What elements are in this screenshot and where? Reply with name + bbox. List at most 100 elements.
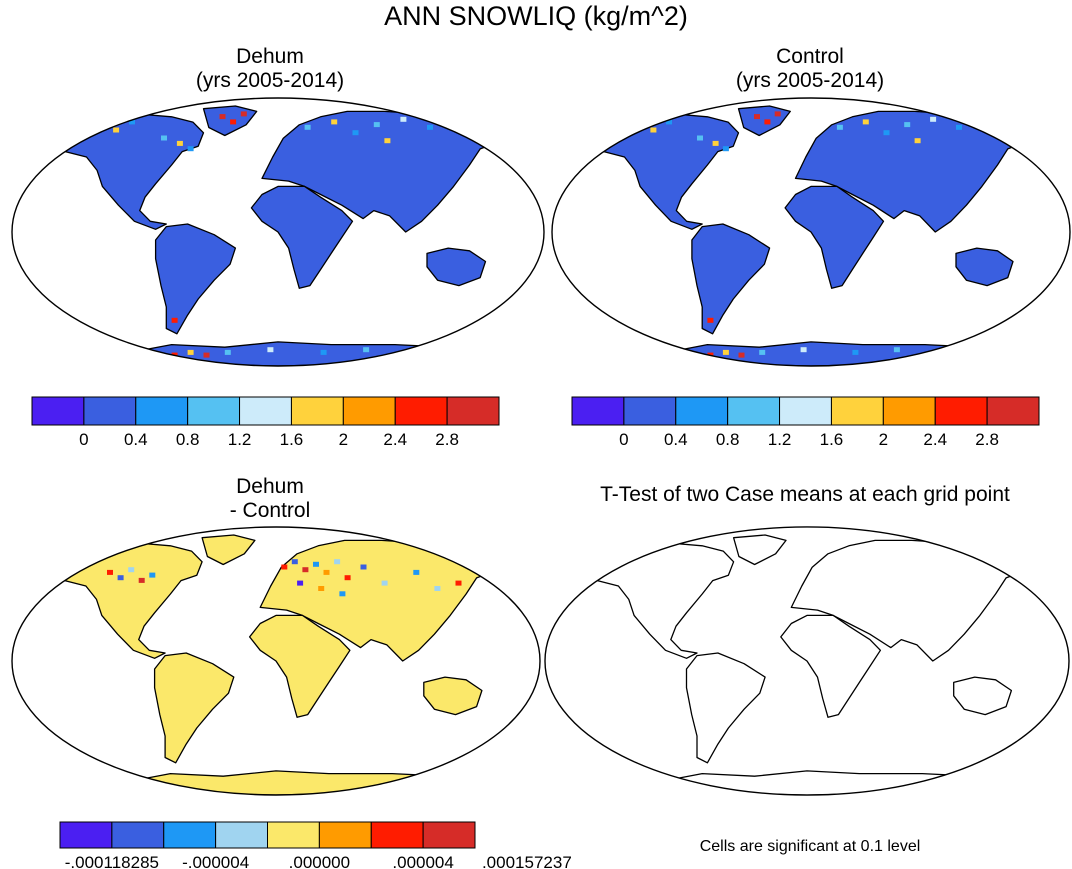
panel1-colorbar-box [83, 396, 137, 426]
panel3-grid-cell [344, 575, 351, 581]
panel1-grid-cell [219, 114, 226, 120]
panel2-grid-cell [976, 119, 983, 125]
panel3-colorbar-box [422, 821, 476, 849]
panel2-grid-cell [764, 119, 771, 125]
panel2-grid-cell [930, 116, 937, 122]
panel2-grid-cell [722, 349, 729, 355]
panel2-colorbar-box [779, 396, 832, 426]
panel3-map [11, 526, 541, 796]
panel1-grid-cell [161, 135, 167, 141]
panel3-colorbar-box [111, 821, 165, 849]
panel2-grid-cell [935, 349, 942, 355]
panel3-grid-cell [413, 569, 420, 575]
panel4-greenland-land [732, 534, 787, 566]
panel2-north-america-land [587, 113, 740, 230]
panel2-colorbar-box [623, 396, 677, 426]
panel1-colorbar-label: 1.6 [280, 430, 304, 449]
panel2-grid-cell [862, 119, 869, 125]
panel2-colorbar-box [986, 396, 1040, 426]
panel1-grid-cell [448, 119, 455, 125]
panel1-colorbar-label: 0.8 [176, 430, 200, 449]
panel1-grid-cell [129, 119, 135, 125]
panel3-colorbar-label: .000004 [392, 853, 453, 869]
panel4-australia-land [953, 676, 1013, 716]
panel3-grid-cell [128, 567, 135, 573]
panel1-grid-cell [224, 349, 231, 355]
panel1-title: Dehum [236, 45, 304, 68]
panel1-colorbar-box [290, 396, 344, 426]
panel2-grid-cell [800, 347, 807, 353]
panel4-africa-land [780, 614, 882, 718]
panel2-colorbar-label: 1.2 [768, 430, 792, 449]
panel2-colorbar-label: 0 [619, 430, 628, 449]
panel1-colorbar-box [394, 396, 448, 426]
panel3-australia-land [423, 676, 483, 716]
panel2-grid-cell [712, 140, 719, 146]
panel3-grid-cell [381, 580, 388, 586]
panel2-grid-cell [666, 119, 672, 125]
panel3-colorbar-label: .000000 [289, 853, 350, 869]
panel4-map-frame [544, 526, 1070, 796]
panel1-colorbar-box [342, 396, 396, 426]
panel3-map-frame [11, 526, 541, 796]
panel3-subtitle: - Control [229, 499, 311, 522]
panel2-grid-cell [956, 124, 962, 130]
panel2-eurasia-land [794, 110, 1030, 233]
panel1-grid-cell [400, 116, 407, 122]
panel2-south-america-land [691, 223, 771, 335]
panel1-grid-cell [405, 349, 412, 355]
panel1-colorbar: 0 0.4 0.8 1.2 1.6 2 2.4 2.8 [31, 396, 500, 449]
panel1-grid-cell [75, 124, 82, 130]
panel3-north-america-land [48, 542, 203, 659]
panel1-grid-cell [187, 349, 194, 355]
panel1-grid-cell [320, 349, 327, 355]
panel3-colorbar-box [215, 821, 268, 849]
panel1-grid-cell [469, 130, 476, 136]
panel3-grid-cell [302, 567, 309, 573]
panel2-grid-cell [614, 124, 621, 130]
panel3-eurasia-land [259, 539, 499, 662]
panel1-colorbar-label: 0.4 [124, 430, 148, 449]
panel1-subtitle: (yrs 2005-2014) [195, 69, 345, 92]
panel1-colorbar-box [239, 396, 292, 426]
panel2-colorbar-box [882, 396, 936, 426]
panel2-colorbar-label: 2.8 [975, 430, 999, 449]
panel2-grid-cell [914, 138, 921, 144]
panel3-colorbar-box [318, 821, 372, 849]
panel2-grid-cell [754, 114, 760, 120]
panel1-africa-land [250, 185, 354, 289]
panel2-grid-cell [697, 135, 703, 141]
panel2-colorbar-box [571, 396, 625, 426]
panel1-south-america-land [154, 223, 237, 335]
panel2-grid-cell [1013, 135, 1019, 141]
panel1-map [11, 97, 545, 367]
panel4-south-america-land [685, 652, 766, 764]
panel1-grid-cell [113, 127, 120, 133]
panel2-grid-cell [836, 124, 843, 130]
panel2-grid-cell [707, 317, 714, 323]
panel1-grid-cell [384, 138, 391, 144]
panel2-colorbar-label: 1.6 [820, 430, 844, 449]
panel2-colorbar-box [727, 396, 781, 426]
panel3-grid-cell [297, 580, 304, 586]
panel1-grid-cell [91, 122, 98, 128]
panel3-colorbar-label: -.000118285 [65, 853, 159, 869]
panel1-north-america-land [48, 113, 205, 230]
panel2-title: Control [776, 45, 844, 68]
panel1-map-frame [11, 97, 545, 367]
panel3-title: Dehum [236, 475, 304, 498]
panel3-grid-cell [334, 559, 341, 565]
panel4-title: T-Test of two Case means at each grid po… [600, 483, 1010, 506]
panel3-colorbar-box [163, 821, 217, 849]
figure-title: ANN SNOWLIQ (kg/m^2) [384, 1, 688, 31]
panel1-grid-cell [485, 135, 492, 141]
panel3-grid-cell [455, 580, 462, 586]
panel1-grid-cell [187, 146, 194, 152]
panel3-greenland-land [201, 534, 256, 566]
panel1-colorbar-box [31, 396, 85, 426]
panel3-colorbar-label: -.000004 [182, 853, 249, 869]
panel2-grid-cell [997, 130, 1004, 136]
panel1-colorbar-label: 1.2 [228, 430, 252, 449]
panel2-grid-cell [893, 347, 900, 353]
